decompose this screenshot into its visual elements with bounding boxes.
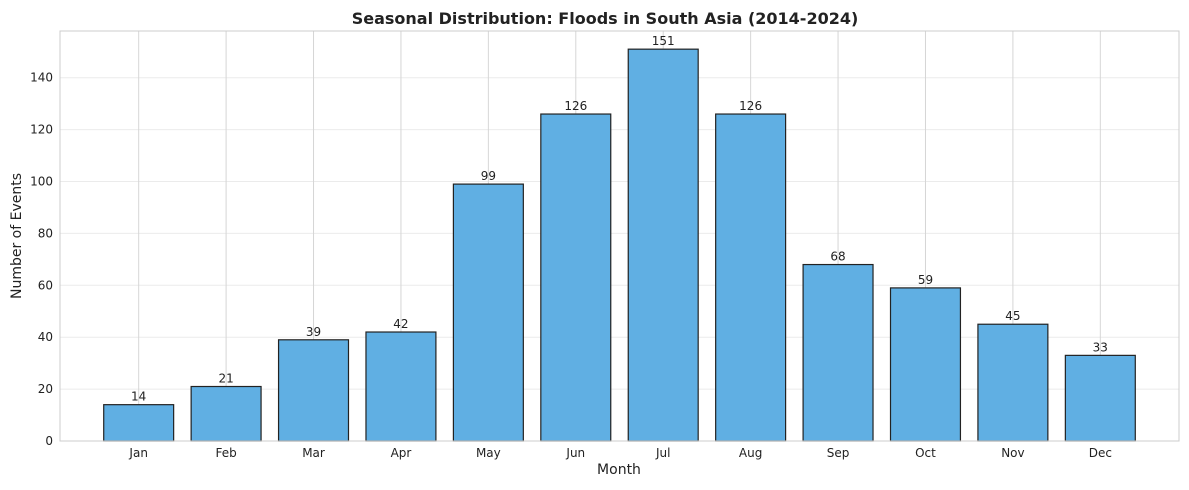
y-axis-label: Number of Events [9,173,25,299]
data-label-jan: 14 [131,390,146,404]
data-label-dec: 33 [1093,340,1108,354]
y-tick-label: 140 [30,71,53,85]
data-label-apr: 42 [393,317,408,331]
x-tick-label-jun: Jun [565,446,585,460]
bar-layer [103,48,1136,442]
y-tick-label: 120 [30,123,53,137]
data-label-oct: 59 [918,273,933,287]
x-tick-label-sep: Sep [827,446,850,460]
bar-feb [190,385,262,442]
data-label-mar: 39 [306,325,321,339]
data-label-feb: 21 [218,372,233,386]
data-label-jul: 151 [652,34,675,48]
x-tick-label-feb: Feb [215,446,236,460]
x-tick-label-aug: Aug [739,446,762,460]
x-tick-label-apr: Apr [391,446,412,460]
x-axis-label: Month [597,462,641,478]
bar-oct [889,287,962,442]
y-tick-label: 40 [38,330,53,344]
bar-jul [627,48,699,442]
x-tick-label-jan: Jan [128,446,148,460]
data-label-jun: 126 [564,99,587,113]
bar-nov [977,323,1049,442]
chart-title: Seasonal Distribution: Floods in South A… [352,9,859,28]
data-label-nov: 45 [1005,309,1020,323]
bar-apr [365,331,437,442]
x-tick-label-jul: Jul [655,446,670,460]
data-label-may: 99 [481,169,496,183]
data-label-aug: 126 [739,99,762,113]
bar-may [452,183,524,442]
x-tick-label-nov: Nov [1001,446,1024,460]
y-tick-label: 60 [38,278,53,292]
plot-frame [59,30,1180,442]
bar-jan [103,404,175,442]
y-tick-label: 20 [38,382,53,396]
bar-mar [277,339,350,442]
x-tick-label-mar: Mar [302,446,325,460]
bar-dec [1064,354,1136,442]
bar-sep [802,263,874,442]
x-tick-label-dec: Dec [1089,446,1112,460]
bar-jun [540,113,612,442]
y-tick-label: 80 [38,226,53,240]
bar-aug [715,113,787,442]
y-tick-label: 100 [30,175,53,189]
x-tick-label-oct: Oct [915,446,936,460]
tick-layer: 0 20 40 60 80 100 120 140 Jan Feb Mar Apr May Jun Jul A… [30,71,1112,460]
x-tick-label-may: May [476,446,501,460]
label-layer: 14 21 39 42 99 126 151 126 68 59 45 33 [131,34,1108,404]
data-label-sep: 68 [830,250,845,264]
y-tick-label: 0 [45,434,53,448]
